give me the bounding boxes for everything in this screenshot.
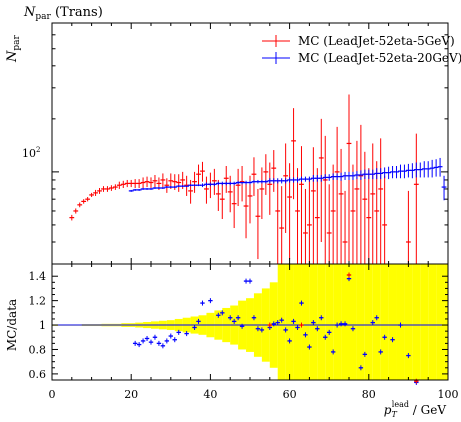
band-segment-27 [317, 264, 326, 380]
x-tick-label-60: 60 [283, 388, 297, 401]
band-segment-36 [388, 264, 397, 380]
y-tick-label-0-6: 0.6 [29, 368, 47, 381]
y-tick-labels-ratio: 0.6 0.8 1 1.2 1.4 [29, 270, 47, 381]
band-segment-39 [412, 264, 421, 380]
band-segment-34 [372, 264, 381, 380]
band-segment-29 [333, 264, 342, 380]
y-tick-label-1-2: 1.2 [29, 295, 47, 308]
y-axis-label-main: Npar [5, 34, 22, 63]
x-tick-label-40: 40 [203, 388, 217, 401]
legend-label-20gev: MC (LeadJet-52eta-20GeV) [298, 51, 461, 65]
band-segment-33 [364, 264, 373, 380]
x-tick-label-80: 80 [362, 388, 376, 401]
band-segment-25 [301, 264, 310, 380]
x-tick-labels: 0 20 40 60 80 100 [49, 388, 459, 401]
main-panel: Npar (Trans) Npar 102 MC (LeadJet-52eta-… [5, 5, 461, 265]
band-segment-24 [293, 264, 302, 380]
band-segment-37 [396, 264, 405, 380]
x-tick-label-100: 100 [438, 388, 459, 401]
band-segment-40 [420, 264, 429, 380]
legend-label-5gev: MC (LeadJet-52eta-5GeV) [298, 34, 455, 48]
y-tick-label-main: 102 [22, 146, 40, 160]
plot-title: Npar (Trans) [23, 5, 103, 22]
y-tick-label-1-4: 1.4 [29, 270, 47, 283]
legend: MC (LeadJet-52eta-5GeV) MC (LeadJet-52et… [262, 34, 461, 65]
band-segment-35 [380, 264, 389, 380]
ratio-points [132, 272, 419, 385]
x-tick-label-0: 0 [49, 388, 56, 401]
band-segment-38 [404, 264, 413, 380]
main-error-bars [71, 94, 445, 264]
y-axis-label-ratio: MC/data [5, 299, 19, 351]
y-tick-label-0-8: 0.8 [29, 343, 47, 356]
band-segment-32 [356, 264, 365, 380]
ratio-panel: MC/data 0.6 0.8 1 1.2 1.4 0 20 40 60 80 … [5, 263, 459, 419]
ratio-axis-ticks [51, 264, 449, 380]
band-segment-43 [444, 264, 448, 380]
main-points [69, 140, 447, 243]
x-tick-label-20: 20 [124, 388, 138, 401]
band-segment-28 [325, 264, 334, 380]
band-segment-23 [285, 264, 294, 380]
band-segment-42 [436, 264, 445, 380]
band-segment-31 [349, 264, 357, 380]
x-axis-label: pTlead / GeV [384, 400, 447, 419]
band-segment-41 [428, 264, 437, 380]
y-tick-label-1: 1 [39, 319, 46, 332]
